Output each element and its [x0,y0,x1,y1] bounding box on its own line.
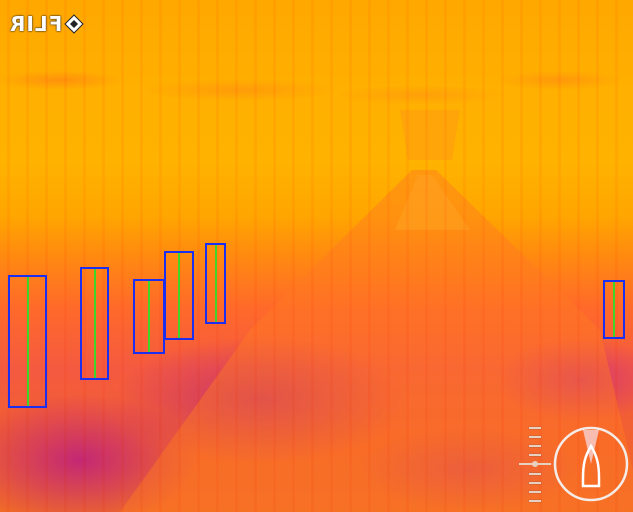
detection-box-1[interactable] [8,275,47,408]
horizon-marker-icon [519,461,551,467]
detection-box-3[interactable] [133,279,165,354]
treeline-heat-band [0,40,633,120]
detection-box-4[interactable] [164,251,194,340]
boat-heading-compass-icon [553,426,629,502]
flir-logo: FLIR [9,12,84,36]
detection-centerline [26,277,29,406]
detection-centerline [178,253,180,338]
detection-box-6[interactable] [603,280,625,339]
detection-box-5[interactable] [205,243,226,324]
logo-text: FLIR [9,12,63,36]
detection-centerline [93,269,96,378]
elevation-scale-icon [527,427,541,505]
detection-centerline [214,245,217,322]
detection-centerline [148,281,150,352]
flir-diamond-logo-icon [64,14,84,34]
detection-centerline [613,282,615,337]
detection-box-2[interactable] [80,267,109,380]
